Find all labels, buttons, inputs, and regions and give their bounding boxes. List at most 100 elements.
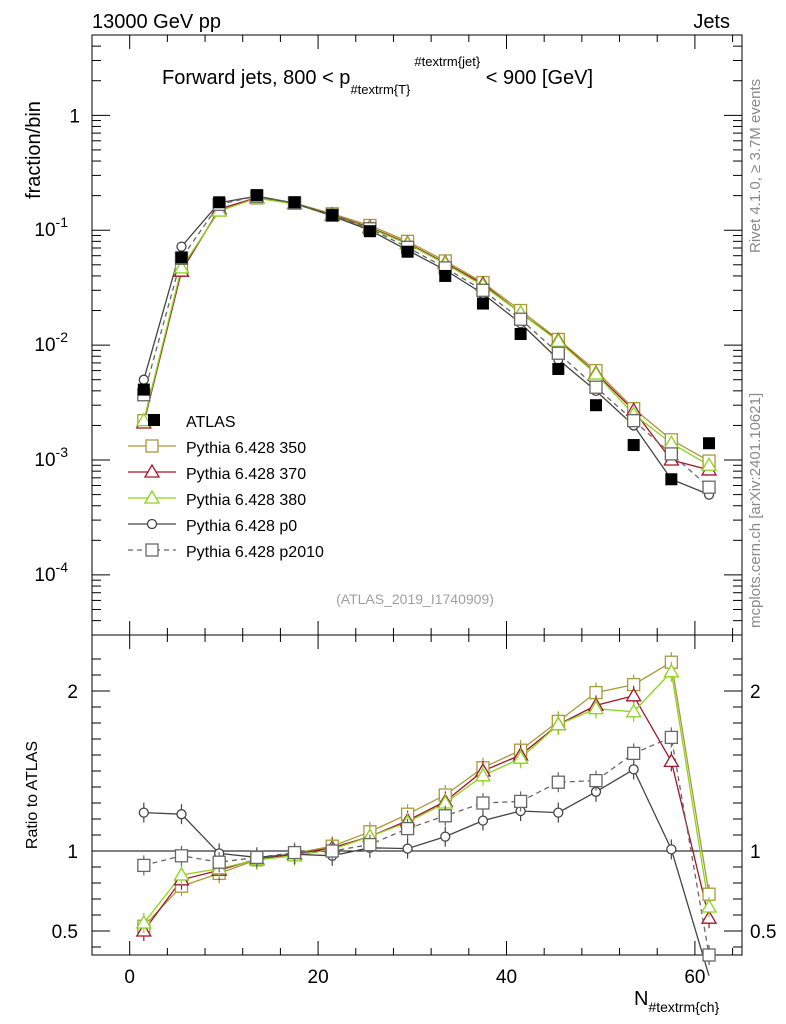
ratio-point-4 <box>250 850 264 865</box>
series-point-2 <box>700 456 718 471</box>
series-point-2 <box>587 365 605 380</box>
ratio-tick-label: 1 <box>67 842 78 863</box>
chart-title: Forward jets, 800 < p#textrm{T}#textrm{j… <box>162 54 593 97</box>
ratio-point-3 <box>440 831 451 842</box>
series-point-3 <box>176 241 187 252</box>
rivet-version-label: Rivet 4.1.0, ≥ 3.7M events <box>747 79 764 253</box>
mcplots-label: mcplots.cern.ch [arXiv:2401.10621] <box>747 393 764 628</box>
series-line-3 <box>143 195 710 496</box>
ratio-point-1 <box>625 687 642 702</box>
legend-marker-1 <box>143 463 161 478</box>
data-point <box>288 196 301 209</box>
series-line-4 <box>143 195 710 488</box>
ratio-point-1 <box>700 909 718 924</box>
data-point <box>326 209 339 222</box>
ratio-point-4 <box>137 858 151 873</box>
ratio-point-4 <box>513 794 528 809</box>
data-point <box>137 383 150 396</box>
ratio-point-3 <box>138 807 149 818</box>
legend: ATLAS Pythia 6.428 350 Pythia 6.428 370 … <box>128 414 324 561</box>
series-point-4 <box>551 346 565 360</box>
ratio-point-4 <box>702 948 716 962</box>
ratio-point-4 <box>438 809 452 823</box>
legend-marker-3 <box>146 518 158 530</box>
data-point <box>363 225 376 238</box>
data-point <box>401 245 414 258</box>
series-line-1 <box>143 196 710 471</box>
series-point-4 <box>702 480 716 494</box>
data-point <box>627 439 640 452</box>
data-point <box>175 251 188 264</box>
series-point-4 <box>627 414 641 428</box>
ratio-point-4 <box>174 849 189 863</box>
x-tick-label: 0 <box>124 967 135 988</box>
legend-entry-series-0: Pythia 6.428 350 <box>186 440 306 457</box>
legend-entry-series-2: Pythia 6.428 380 <box>186 492 306 509</box>
ratio-point-4 <box>287 845 302 860</box>
ratio-line-0 <box>143 661 710 927</box>
legend-marker-2 <box>143 489 161 504</box>
axes-group: 0 20 40 60 10-4 10-3 10-2 10-1 1 0.5 0.5 1 1 2 2 <box>34 34 776 988</box>
ratio-point-3 <box>477 815 489 826</box>
ratio-tick-label: 0.5 <box>52 922 78 943</box>
data-point <box>514 327 527 340</box>
collision-label: 13000 GeV pp <box>92 11 221 33</box>
x-tick-label: 20 <box>308 967 329 988</box>
ratio-point-3 <box>628 764 639 775</box>
ratio-point-4 <box>551 775 565 789</box>
ratio-plot-frame <box>91 634 743 956</box>
series-point-4 <box>513 312 528 326</box>
ratio-line-4 <box>143 736 710 956</box>
legend-marker-0 <box>145 439 159 453</box>
ratio-tick-label: 2 <box>67 682 78 703</box>
series-point-3 <box>138 374 149 385</box>
y-tick-label: 1 <box>69 106 80 127</box>
ratio-tick-label-right: 2 <box>750 682 761 703</box>
series-line-2 <box>143 197 710 466</box>
series-point-2 <box>173 259 190 274</box>
series-point-4 <box>476 283 490 297</box>
ratio-line-2 <box>143 670 710 924</box>
data-point <box>250 189 263 202</box>
y-tick-label: 10-2 <box>34 329 68 356</box>
ratio-point-4 <box>363 837 377 852</box>
y-tick-label: 10-1 <box>34 214 68 241</box>
data-point <box>703 437 716 450</box>
analysis-reference: (ATLAS_2019_I1740909) <box>336 591 494 607</box>
ratio-point-4 <box>212 855 226 869</box>
ratio-point-4 <box>476 796 490 810</box>
ratio-point-2 <box>135 914 152 929</box>
legend-entry-series-4: Pythia 6.428 p2010 <box>186 544 324 561</box>
ratio-point-2 <box>550 716 567 731</box>
x-axis-label: N#textrm{ch} <box>634 988 720 1015</box>
ratio-point-2 <box>512 749 529 764</box>
y-tick-label: 10-4 <box>34 559 68 586</box>
series-point-2 <box>135 412 152 427</box>
ratio-point-3 <box>553 807 564 818</box>
ratio-line-1 <box>143 695 710 932</box>
ratio-point-2 <box>474 767 492 782</box>
legend-marker-data <box>148 414 160 426</box>
ratio-point-1 <box>663 753 680 768</box>
ratio-axis-label: Ratio to ATLAS <box>24 741 41 849</box>
data-point <box>476 297 489 310</box>
series-point-4 <box>589 380 603 394</box>
category-label: Jets <box>693 11 730 33</box>
ratio-point-4 <box>325 844 339 858</box>
y-axis-label: fraction/bin <box>23 101 45 199</box>
data-point <box>665 473 678 486</box>
ratio-tick-label-right: 0.5 <box>750 922 776 943</box>
ratio-point-2 <box>587 700 605 715</box>
legend-entry-series-1: Pythia 6.428 370 <box>186 466 306 483</box>
ratio-point-2 <box>173 866 190 881</box>
legend-entry-data: ATLAS <box>186 414 236 431</box>
ratio-point-2 <box>700 898 718 913</box>
series-point-2 <box>550 332 567 347</box>
x-tick-label: 60 <box>684 967 705 988</box>
ratio-point-2 <box>625 703 642 718</box>
series-point-4 <box>664 447 678 461</box>
data-point <box>213 196 226 209</box>
ratio-line-3 <box>143 768 710 976</box>
ratio-tick-label-right: 1 <box>750 842 761 863</box>
